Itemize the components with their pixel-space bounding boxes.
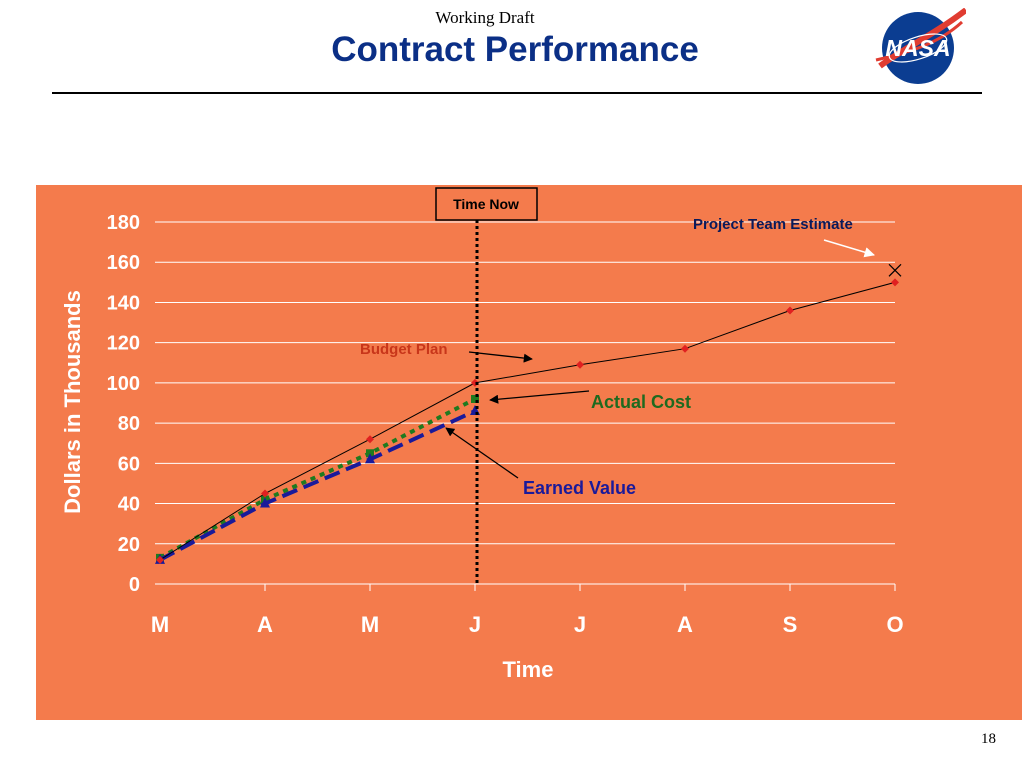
x-tick-label: S [783,612,798,637]
budget-plan-point [786,306,794,315]
x-tick-label: O [886,612,903,637]
title-divider [52,92,982,94]
actual-cost-line [159,397,476,560]
y-tick-label: 0 [129,574,140,596]
x-tick-label: A [257,612,273,637]
x-tick-label: M [361,612,379,637]
y-tick-label: 20 [118,534,140,556]
grid-lines [155,221,895,585]
y-tick-label: 160 [107,252,140,274]
y-axis-ticks: 0 20 40 60 80 100 120 140 160 180 [107,212,140,596]
series-layer [155,278,899,564]
earned-value-line [159,409,476,562]
earned-value-label: Earned Value [523,478,636,498]
y-tick-label: 100 [107,373,140,395]
budget-plan-point [261,489,269,498]
y-tick-label: 140 [107,292,140,314]
x-tick-label: M [151,612,169,637]
estimate-label: Project Team Estimate [693,216,853,233]
nasa-logo-icon: NASA [875,8,966,84]
time-now-label: Time Now [453,196,519,212]
y-tick-label: 80 [118,413,140,435]
earned-value-point [260,497,270,508]
budget-plan-line [159,281,896,561]
budget-plan-point [366,435,374,444]
time-now-box [435,187,538,221]
page-title: Contract Performance [331,30,699,69]
x-tick-label: J [469,612,481,637]
estimate-arrow [823,239,876,258]
x-tick-label: A [677,612,693,637]
actual-cost-label: Actual Cost [591,392,691,412]
y-tick-label: 120 [107,333,140,355]
page-number: 18 [981,731,996,747]
budget-plan-point [891,278,899,287]
budget-plan-point [576,360,584,369]
y-axis-title: Dollars in Thousands [60,290,85,514]
chart-panel [36,185,1022,720]
y-tick-label: 180 [107,212,140,234]
y-tick-label: 60 [118,453,140,475]
estimate-marker-stroke-2 [888,263,902,277]
actual-cost-point [471,394,479,403]
budget-plan-point [156,555,164,564]
earned-value-point [365,453,375,464]
y-tick-label: 40 [118,494,140,516]
x-tick-label: J [574,612,586,637]
budget-plan-arrow [468,351,533,363]
actual-cost-arrow [489,390,590,404]
x-axis-title: Time [503,657,554,682]
budget-plan-label: Budget Plan [360,341,448,358]
estimate-marker-layer [888,263,902,277]
earned-value-arrow [445,427,519,479]
budget-plan-point [681,344,689,353]
actual-cost-point [366,449,374,458]
draft-label: Working Draft [435,8,535,27]
svg-text:NASA: NASA [885,35,950,61]
